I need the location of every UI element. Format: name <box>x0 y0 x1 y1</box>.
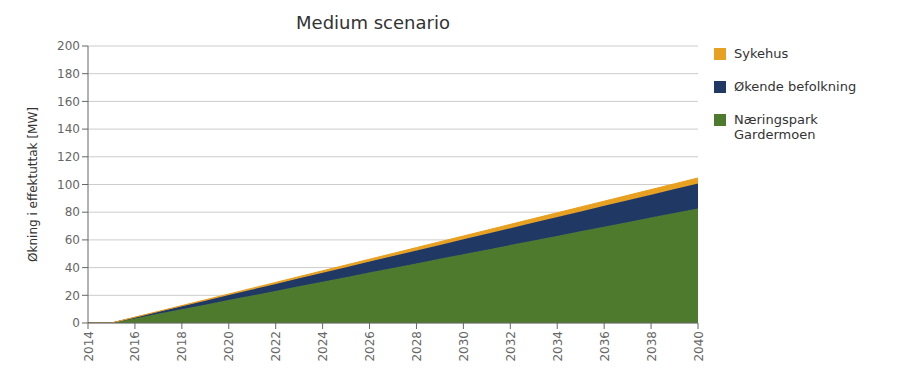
html-text:Gardermoen: Gardermoen <box>734 127 816 142</box>
svg-text:2036: 2036 <box>598 331 612 362</box>
html-text:Økende befolkning: Økende befolkning <box>734 79 857 94</box>
html-text:Næringspark: Næringspark <box>734 112 818 127</box>
svg-text:2032: 2032 <box>504 331 518 362</box>
svg-text:2022: 2022 <box>269 331 283 362</box>
html-text:Medium scenario: Medium scenario <box>296 12 450 33</box>
svg-text:20: 20 <box>65 289 80 303</box>
html-text:Sykehus: Sykehus <box>734 46 789 61</box>
svg-text:2030: 2030 <box>457 331 471 362</box>
svg-text:2038: 2038 <box>645 331 659 362</box>
svg-text:160: 160 <box>57 95 80 109</box>
svg-text:2016: 2016 <box>128 331 142 362</box>
svg-text:80: 80 <box>65 205 80 219</box>
svg-text:2034: 2034 <box>551 331 565 362</box>
svg-text:2014: 2014 <box>82 331 96 362</box>
svg-text:140: 140 <box>57 122 80 136</box>
svg-text:2026: 2026 <box>363 331 377 362</box>
svg-text:2020: 2020 <box>222 331 236 362</box>
svg-text:2018: 2018 <box>175 331 189 362</box>
svg-text:2028: 2028 <box>410 331 424 362</box>
svg-text:Økning i effektuttak [MW]: Økning i effektuttak [MW] <box>26 107 40 262</box>
svg-text:200: 200 <box>57 39 80 53</box>
svg-text:100: 100 <box>57 178 80 192</box>
svg-text:180: 180 <box>57 67 80 81</box>
svg-text:40: 40 <box>65 261 80 275</box>
svg-text:2040: 2040 <box>692 331 706 362</box>
svg-text:120: 120 <box>57 150 80 164</box>
svg-text:60: 60 <box>65 233 80 247</box>
svg-text:0: 0 <box>72 316 80 330</box>
svg-text:2024: 2024 <box>316 331 330 362</box>
